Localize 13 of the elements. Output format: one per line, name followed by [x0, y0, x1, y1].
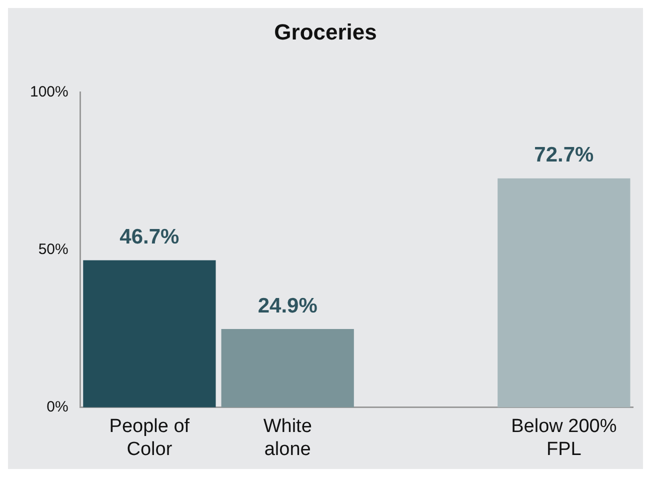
data-label: 46.7% — [120, 226, 180, 249]
y-tick-label: 100% — [30, 84, 68, 101]
chart-title: Groceries — [274, 19, 377, 44]
x-tick-label: Below 200% FPL — [511, 416, 617, 460]
bar — [498, 178, 630, 408]
x-tick-label: People of Color — [109, 416, 190, 460]
data-label: 24.9% — [258, 294, 318, 318]
y-tick-label: 50% — [38, 241, 68, 258]
bar — [221, 328, 354, 408]
y-tick-label: 0% — [46, 398, 68, 416]
x-tick-label: White alone — [263, 416, 312, 460]
data-label: 72.7% — [534, 144, 594, 167]
bar — [83, 260, 216, 408]
